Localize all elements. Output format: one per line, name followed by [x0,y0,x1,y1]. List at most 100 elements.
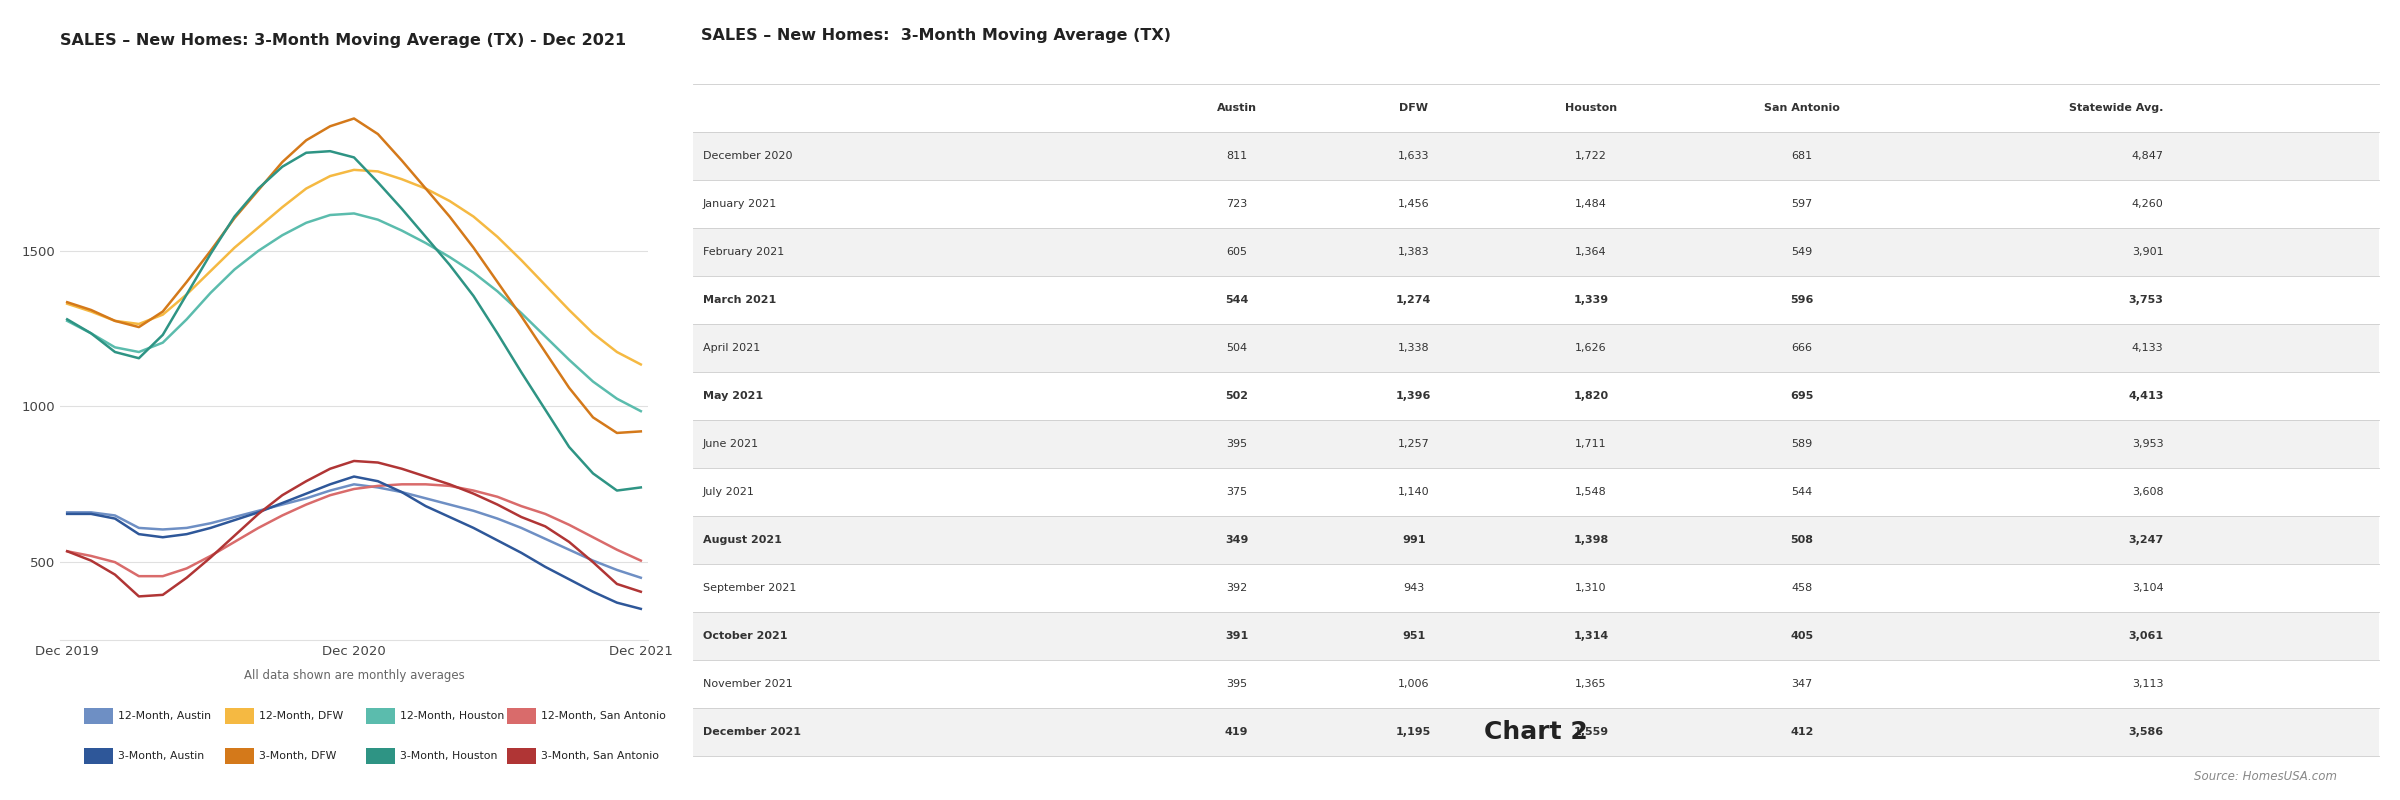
Text: San Antonio: San Antonio [1764,103,1841,113]
Text: 1,383: 1,383 [1397,247,1430,257]
Text: March 2021: March 2021 [703,295,775,305]
Text: 3-Month, Austin: 3-Month, Austin [118,751,204,761]
Text: 349: 349 [1224,535,1248,545]
Text: 4,413: 4,413 [2129,391,2162,401]
Text: Chart 2: Chart 2 [1483,720,1589,744]
Text: April 2021: April 2021 [703,343,761,353]
Text: 12-Month, San Antonio: 12-Month, San Antonio [540,711,665,721]
Text: 4,260: 4,260 [2131,199,2162,209]
Text: 1,365: 1,365 [1574,679,1606,689]
Text: 951: 951 [1402,631,1426,641]
Text: September 2021: September 2021 [703,583,797,593]
Bar [694,660,2378,708]
Text: 811: 811 [1226,151,1248,161]
Text: DFW: DFW [1399,103,1428,113]
Text: 695: 695 [1790,391,1814,401]
Text: November 2021: November 2021 [703,679,792,689]
Text: 3,586: 3,586 [2129,727,2162,737]
Text: 596: 596 [1790,295,1814,305]
Text: 1,006: 1,006 [1397,679,1430,689]
Text: 502: 502 [1224,391,1248,401]
Text: 1,559: 1,559 [1574,727,1608,737]
Text: 3,104: 3,104 [2131,583,2162,593]
Bar [694,132,2378,180]
Text: 1,195: 1,195 [1397,727,1430,737]
Text: 991: 991 [1402,535,1426,545]
Text: 1,722: 1,722 [1574,151,1606,161]
Text: 458: 458 [1790,583,1812,593]
Bar [694,228,2378,276]
Text: 3,061: 3,061 [2129,631,2162,641]
Text: July 2021: July 2021 [703,487,754,497]
Text: 392: 392 [1226,583,1248,593]
Text: 395: 395 [1226,679,1248,689]
Text: 12-Month, DFW: 12-Month, DFW [259,711,343,721]
Text: Austin: Austin [1217,103,1258,113]
Text: 3,608: 3,608 [2131,487,2162,497]
Text: 4,847: 4,847 [2131,151,2162,161]
Text: 395: 395 [1226,439,1248,449]
Bar [694,564,2378,612]
Bar [694,372,2378,420]
Bar [694,324,2378,372]
Text: August 2021: August 2021 [703,535,782,545]
Text: 12-Month, Houston: 12-Month, Houston [401,711,504,721]
Text: Source: HomesUSA.com: Source: HomesUSA.com [2194,770,2338,782]
Text: 419: 419 [1224,727,1248,737]
Text: 375: 375 [1226,487,1248,497]
Text: 1,314: 1,314 [1574,631,1608,641]
Text: February 2021: February 2021 [703,247,785,257]
Text: 1,626: 1,626 [1574,343,1606,353]
Text: 3-Month, DFW: 3-Month, DFW [259,751,336,761]
Text: October 2021: October 2021 [703,631,787,641]
Text: 1,338: 1,338 [1397,343,1430,353]
Text: SALES – New Homes:  3-Month Moving Average (TX): SALES – New Homes: 3-Month Moving Averag… [701,28,1171,43]
Text: Houston: Houston [1565,103,1618,113]
Text: 1,456: 1,456 [1397,199,1430,209]
Text: 597: 597 [1790,199,1812,209]
Bar [694,276,2378,324]
Text: 3-Month, Houston: 3-Month, Houston [401,751,497,761]
Text: 3,113: 3,113 [2131,679,2162,689]
Text: 3,247: 3,247 [2129,535,2162,545]
Text: 1,339: 1,339 [1574,295,1608,305]
Text: 544: 544 [1790,487,1812,497]
Text: 605: 605 [1226,247,1248,257]
Bar [694,612,2378,660]
Text: 3-Month, San Antonio: 3-Month, San Antonio [540,751,658,761]
Bar [694,420,2378,468]
Text: 4,133: 4,133 [2131,343,2162,353]
Text: 504: 504 [1226,343,1248,353]
Text: 1,140: 1,140 [1397,487,1430,497]
Text: 1,820: 1,820 [1574,391,1608,401]
Text: 412: 412 [1790,727,1814,737]
Text: All data shown are monthly averages: All data shown are monthly averages [245,670,463,682]
Text: December 2020: December 2020 [703,151,792,161]
Text: 391: 391 [1224,631,1248,641]
Text: 544: 544 [1224,295,1248,305]
Bar [694,468,2378,516]
Bar [694,708,2378,756]
Text: 666: 666 [1790,343,1812,353]
Text: 589: 589 [1790,439,1812,449]
Text: Statewide Avg.: Statewide Avg. [2069,103,2162,113]
Text: 1,711: 1,711 [1574,439,1606,449]
Text: January 2021: January 2021 [703,199,778,209]
Text: 1,633: 1,633 [1397,151,1430,161]
Text: 508: 508 [1790,535,1812,545]
Text: 1,548: 1,548 [1574,487,1606,497]
Text: SALES – New Homes: 3-Month Moving Average (TX) - Dec 2021: SALES – New Homes: 3-Month Moving Averag… [60,33,626,48]
Text: 1,364: 1,364 [1574,247,1606,257]
Text: 3,953: 3,953 [2131,439,2162,449]
Text: 12-Month, Austin: 12-Month, Austin [118,711,211,721]
Text: 3,753: 3,753 [2129,295,2162,305]
Text: 347: 347 [1790,679,1812,689]
Text: June 2021: June 2021 [703,439,758,449]
Bar [694,516,2378,564]
Text: 1,396: 1,396 [1397,391,1430,401]
Text: December 2021: December 2021 [703,727,802,737]
Text: 1,398: 1,398 [1574,535,1608,545]
Text: 723: 723 [1226,199,1248,209]
Text: 1,484: 1,484 [1574,199,1606,209]
Text: 681: 681 [1790,151,1812,161]
